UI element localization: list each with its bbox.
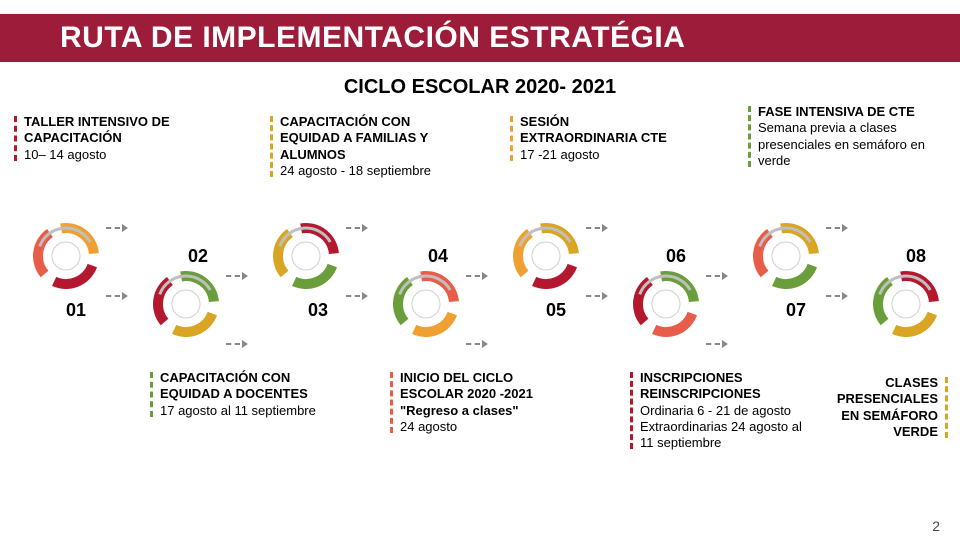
title-bar: RUTA DE IMPLEMENTACIÓN ESTRATÉGIA (0, 14, 960, 62)
accent-line (630, 372, 633, 449)
step-title: INICIO DEL CICLO ESCOLAR 2020 -2021 "Reg… (400, 370, 533, 418)
step-title: CLASES PRESENCIALES EN SEMÁFORO VERDE (837, 375, 938, 439)
step-number: 08 (906, 246, 926, 267)
page-title: RUTA DE IMPLEMENTACIÓN ESTRATÉGIA (60, 21, 685, 55)
step-text: TALLER INTENSIVO DE CAPACITACIÓN 10– 14 a… (24, 114, 174, 163)
step-text: INICIO DEL CICLO ESCOLAR 2020 -2021 "Reg… (400, 370, 550, 435)
step-title: CAPACITACIÓN CON EQUIDAD A FAMILIAS Y AL… (280, 114, 428, 162)
step-text: CLASES PRESENCIALES EN SEMÁFORO VERDE (820, 375, 938, 440)
step-text: FASE INTENSIVA DE CTESemana previa a cla… (758, 104, 938, 169)
arrow-icon (586, 224, 608, 232)
accent-line (270, 116, 273, 177)
step-title: FASE INTENSIVA DE CTE (758, 104, 915, 119)
arrow-icon (706, 272, 728, 280)
step-title: SESIÓN EXTRAORDINARIA CTE (520, 114, 667, 145)
step-text: INSCRIPCIONES REINSCRIPCIONESOrdinaria 6… (640, 370, 810, 451)
step-detail: 24 agosto - 18 septiembre (280, 163, 431, 178)
step-number: 02 (188, 246, 208, 267)
ring-icon (510, 220, 582, 292)
step-text: CAPACITACIÓN CON EQUIDAD A FAMILIAS Y AL… (280, 114, 450, 179)
accent-line (510, 116, 513, 161)
step-detail: Ordinaria 6 - 21 de agosto Extraordinari… (640, 403, 802, 451)
step-title: INSCRIPCIONES REINSCRIPCIONES (640, 370, 761, 401)
arrow-icon (106, 292, 128, 300)
ring-icon (150, 268, 222, 340)
accent-line (390, 372, 393, 433)
step-text: CAPACITACIÓN CON EQUIDAD A DOCENTES 17 ag… (160, 370, 320, 419)
arrow-icon (586, 292, 608, 300)
ring-icon (390, 268, 462, 340)
arrow-icon (106, 224, 128, 232)
accent-line (945, 377, 948, 438)
step-number: 01 (66, 300, 86, 321)
ring-icon (750, 220, 822, 292)
accent-line (748, 106, 751, 167)
step-title: CAPACITACIÓN CON EQUIDAD A DOCENTES (160, 370, 308, 401)
ring-icon (30, 220, 102, 292)
step-number: 03 (308, 300, 328, 321)
arrow-icon (466, 340, 488, 348)
subtitle: CICLO ESCOLAR 2020- 2021 (0, 76, 960, 99)
accent-line (14, 116, 17, 161)
arrow-icon (226, 340, 248, 348)
arrow-icon (826, 224, 848, 232)
step-detail: 17 -21 agosto (520, 147, 600, 162)
step-text: SESIÓN EXTRAORDINARIA CTE 17 -21 agosto (520, 114, 680, 163)
ring-icon (870, 268, 942, 340)
ring-icon (630, 268, 702, 340)
step-number: 06 (666, 246, 686, 267)
accent-line (150, 372, 153, 417)
arrow-icon (346, 292, 368, 300)
step-detail: 24 agosto (400, 419, 457, 434)
step-detail: Semana previa a clases presenciales en s… (758, 120, 925, 168)
page-number: 2 (932, 518, 940, 534)
step-detail: 17 agosto al 11 septiembre (160, 403, 316, 418)
arrow-icon (826, 292, 848, 300)
step-number: 05 (546, 300, 566, 321)
arrow-icon (466, 272, 488, 280)
arrow-icon (346, 224, 368, 232)
arrow-icon (226, 272, 248, 280)
step-title: TALLER INTENSIVO DE CAPACITACIÓN (24, 114, 170, 145)
arrow-icon (706, 340, 728, 348)
step-detail: 10– 14 agosto (24, 147, 106, 162)
step-number: 04 (428, 246, 448, 267)
step-number: 07 (786, 300, 806, 321)
ring-icon (270, 220, 342, 292)
